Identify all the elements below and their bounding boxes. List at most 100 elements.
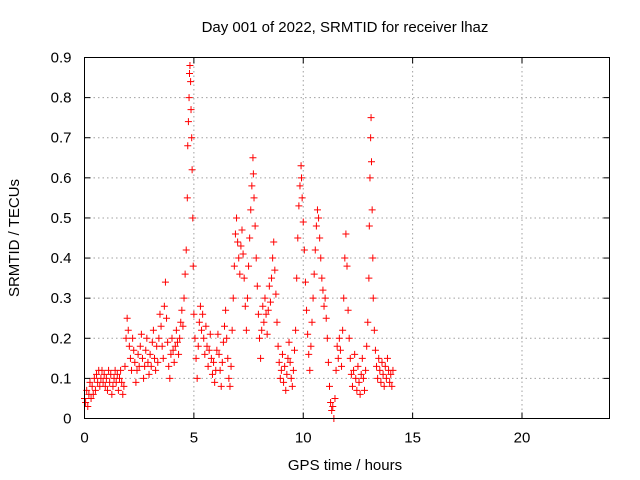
x-axis-label: GPS time / hours bbox=[288, 457, 402, 474]
data-point bbox=[249, 154, 257, 162]
data-point bbox=[126, 354, 134, 362]
data-point bbox=[363, 342, 371, 350]
data-point bbox=[298, 174, 305, 182]
y-tick-label: 0.6 bbox=[51, 170, 72, 187]
data-point bbox=[281, 362, 289, 370]
data-point bbox=[224, 354, 232, 362]
x-tick-label: 0 bbox=[80, 430, 88, 447]
data-point bbox=[263, 330, 271, 338]
y-axis-label: SRMTID / TECUs bbox=[6, 179, 23, 297]
data-point bbox=[213, 346, 221, 354]
data-point bbox=[305, 350, 313, 358]
data-point bbox=[306, 366, 314, 374]
data-point bbox=[266, 298, 274, 306]
data-point bbox=[271, 266, 279, 274]
data-point bbox=[373, 362, 381, 370]
data-point bbox=[304, 330, 312, 338]
data-point bbox=[329, 402, 337, 410]
data-point bbox=[157, 322, 165, 330]
data-point bbox=[146, 350, 154, 358]
data-point bbox=[243, 294, 251, 302]
data-point bbox=[177, 318, 185, 326]
data-point bbox=[260, 318, 268, 326]
data-point bbox=[369, 294, 377, 302]
data-point bbox=[215, 350, 223, 358]
data-point bbox=[331, 394, 339, 402]
data-point bbox=[252, 254, 260, 262]
data-point bbox=[388, 382, 396, 390]
data-point bbox=[321, 294, 329, 302]
data-point bbox=[199, 310, 207, 318]
data-point bbox=[239, 250, 247, 258]
data-point bbox=[323, 334, 331, 342]
data-point bbox=[339, 326, 347, 334]
data-point bbox=[101, 382, 109, 390]
data-point bbox=[159, 354, 167, 362]
data-point bbox=[367, 134, 375, 142]
data-point bbox=[90, 374, 98, 382]
data-point bbox=[218, 358, 226, 366]
data-point bbox=[346, 354, 354, 362]
data-point bbox=[247, 206, 255, 214]
data-point bbox=[257, 354, 265, 362]
data-point bbox=[326, 382, 333, 390]
data-point bbox=[190, 310, 198, 318]
data-point bbox=[327, 398, 335, 406]
data-point bbox=[282, 386, 290, 394]
data-point bbox=[312, 222, 320, 230]
data-point bbox=[217, 382, 225, 390]
data-point bbox=[188, 134, 196, 142]
data-point bbox=[389, 366, 397, 374]
data-point bbox=[91, 386, 99, 394]
data-point bbox=[340, 294, 348, 302]
data-point bbox=[84, 402, 92, 410]
data-point bbox=[264, 306, 272, 314]
data-point bbox=[270, 238, 278, 246]
data-point bbox=[148, 338, 156, 346]
data-point bbox=[311, 246, 319, 254]
data-point bbox=[383, 354, 391, 362]
data-point bbox=[300, 246, 308, 254]
data-point bbox=[87, 394, 95, 402]
data-point bbox=[265, 282, 273, 290]
data-point bbox=[227, 362, 235, 370]
data-point bbox=[278, 350, 286, 358]
data-point bbox=[377, 378, 385, 386]
data-point bbox=[259, 302, 267, 310]
data-point bbox=[192, 354, 200, 362]
data-point bbox=[241, 302, 249, 310]
data-point bbox=[171, 342, 179, 350]
data-point bbox=[147, 362, 155, 370]
data-point bbox=[253, 282, 261, 290]
data-point bbox=[106, 378, 114, 386]
data-point bbox=[93, 370, 101, 378]
data-point bbox=[191, 334, 199, 342]
data-point bbox=[229, 294, 237, 302]
data-point bbox=[256, 334, 263, 342]
data-point bbox=[268, 274, 276, 282]
data-point bbox=[136, 342, 144, 350]
data-point bbox=[303, 306, 311, 314]
data-point bbox=[386, 378, 394, 386]
data-point bbox=[353, 386, 361, 394]
data-point bbox=[367, 114, 375, 122]
data-point bbox=[138, 354, 146, 362]
data-point bbox=[109, 382, 117, 390]
data-point bbox=[182, 246, 190, 254]
data-point bbox=[332, 366, 340, 374]
data-point bbox=[237, 242, 245, 250]
data-point bbox=[258, 326, 266, 334]
data-point bbox=[178, 306, 186, 314]
data-point bbox=[352, 374, 360, 382]
data-point bbox=[216, 366, 224, 374]
data-point bbox=[226, 382, 234, 390]
data-point bbox=[254, 310, 262, 318]
data-point bbox=[211, 378, 219, 386]
data-point bbox=[269, 254, 277, 262]
y-tick-label: 0.1 bbox=[51, 370, 72, 387]
data-point bbox=[361, 386, 368, 394]
data-point bbox=[173, 338, 181, 346]
data-point bbox=[358, 354, 366, 362]
data-point bbox=[132, 378, 140, 386]
